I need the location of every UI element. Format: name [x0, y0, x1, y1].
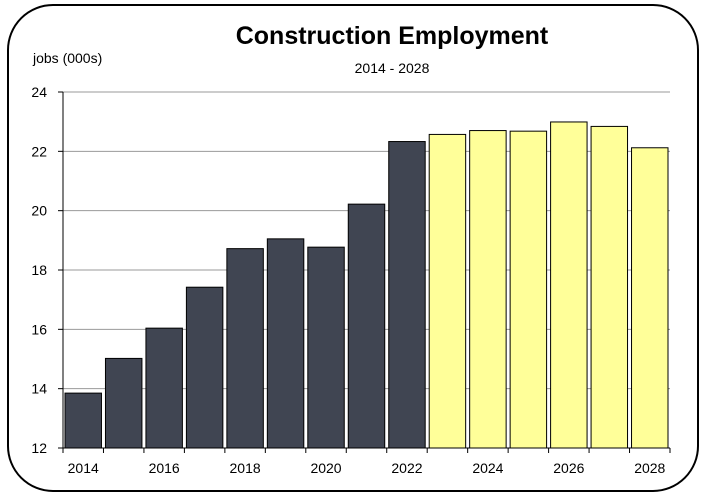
y-tick-label: 16 [31, 321, 47, 337]
chart-title: Construction Employment [236, 22, 549, 50]
y-tick-labels: 12 14 16 18 20 22 24 [31, 84, 47, 456]
bars [64, 121, 669, 449]
bar-2019 [266, 238, 305, 449]
bar-2022 [388, 141, 426, 449]
bar-2018 [226, 248, 264, 449]
y-tick-label: 24 [31, 84, 47, 100]
y-tick-label: 14 [31, 381, 47, 397]
bar-2020 [307, 246, 345, 449]
bar-2026 [550, 121, 588, 449]
chart-subtitle: 2014 - 2028 [355, 60, 430, 76]
axes [58, 91, 671, 453]
y-tick-label: 12 [31, 440, 47, 456]
y-tick-label: 18 [31, 262, 47, 278]
x-tick-label: 2028 [634, 460, 665, 476]
x-tick-label: 2020 [310, 460, 341, 476]
bar-2016 [145, 327, 183, 449]
x-tick-label: 2026 [553, 460, 584, 476]
x-tick-label: 2014 [68, 460, 99, 476]
bar-2014 [64, 392, 102, 449]
x-tick-label: 2016 [149, 460, 180, 476]
bar-2015 [104, 357, 143, 449]
x-tick-label: 2022 [391, 460, 422, 476]
y-tick-label: 22 [31, 143, 47, 159]
bar-2024 [469, 130, 507, 449]
x-tick-label: 2018 [230, 460, 261, 476]
y-tick-label: 20 [31, 203, 47, 219]
bar-2021 [347, 203, 386, 449]
bar-2023 [428, 133, 467, 449]
y-axis-label: jobs (000s) [32, 50, 102, 66]
bar-2028 [631, 147, 669, 449]
bar-2025 [509, 130, 548, 449]
bar-2027 [590, 125, 629, 449]
bar-2017 [185, 286, 224, 449]
x-tick-labels: 2014 2016 2018 2020 2022 2024 2026 2028 [68, 460, 666, 476]
x-tick-label: 2024 [472, 460, 503, 476]
